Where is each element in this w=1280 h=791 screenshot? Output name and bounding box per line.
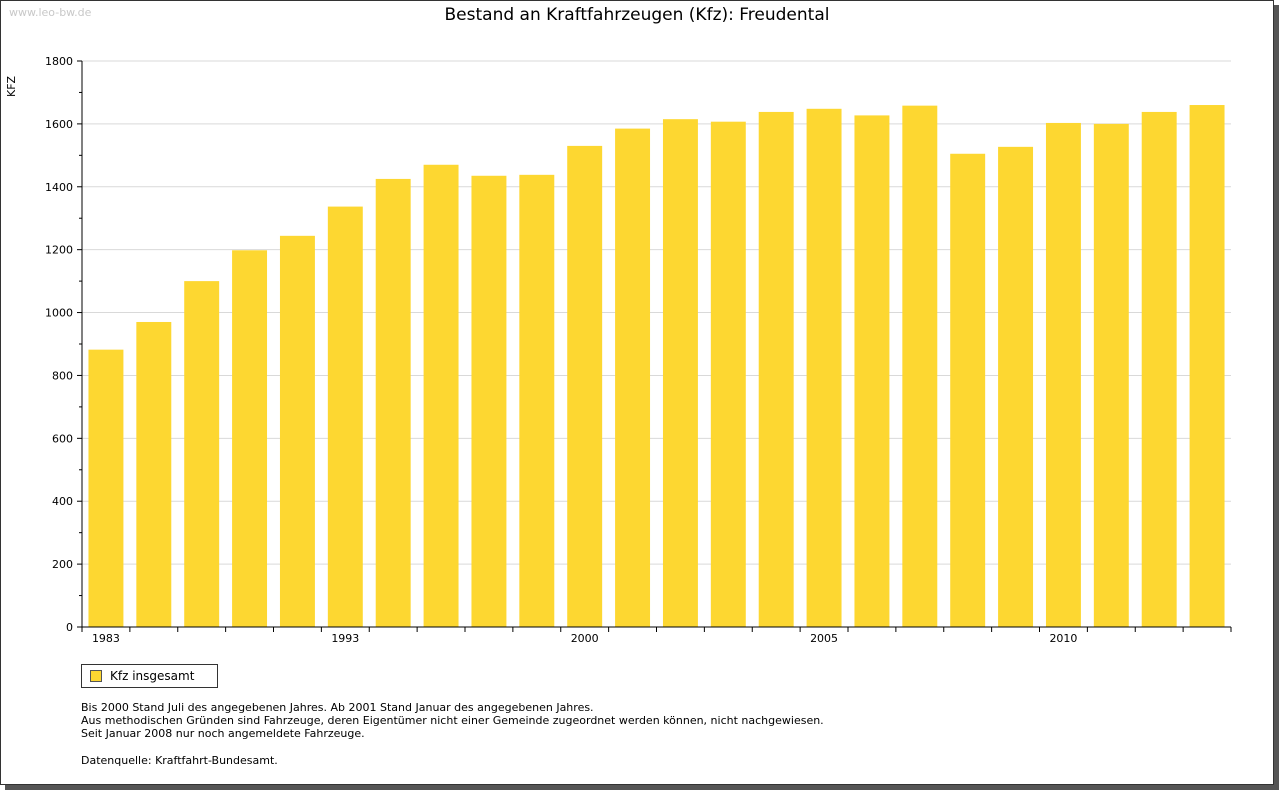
bar [710, 121, 746, 627]
y-tick-label: 1000 [45, 307, 73, 320]
x-tick-label: 1983 [92, 632, 120, 645]
bar-chart: 0 200 400 600 800 1000 1200 1400 1600 1800 1983 199… [45, 55, 1232, 645]
y-tick-label: 1600 [45, 118, 73, 131]
bar [279, 235, 315, 627]
bar [854, 115, 890, 627]
bar [615, 128, 651, 627]
bar [1045, 122, 1081, 627]
bar [806, 108, 842, 628]
legend-swatch [90, 670, 102, 682]
bar [567, 145, 603, 627]
x-tick-label: 2010 [1049, 632, 1077, 645]
y-tick-label: 0 [66, 621, 73, 634]
bar [184, 281, 220, 627]
bar [375, 178, 411, 627]
y-tick-label: 200 [52, 558, 73, 571]
y-tick-label: 1800 [45, 55, 73, 68]
bar [136, 321, 172, 627]
y-tick-label: 800 [52, 369, 73, 382]
bar [998, 146, 1034, 628]
x-tick-label: 2000 [571, 632, 599, 645]
bar [232, 250, 268, 627]
bar [1189, 105, 1225, 628]
watermark: www.leo-bw.de [9, 6, 92, 19]
legend: Kfz insgesamt [81, 664, 218, 688]
y-tick-label: 1400 [45, 181, 73, 194]
note-line: Aus methodischen Gründen sind Fahrzeuge,… [81, 714, 824, 727]
bar [950, 153, 986, 627]
bar [1093, 123, 1129, 627]
bar [519, 174, 555, 627]
bar [423, 164, 459, 627]
legend-label: Kfz insgesamt [110, 669, 195, 683]
y-tick-label: 1200 [45, 244, 73, 257]
bar [902, 105, 938, 627]
x-tick-label: 2005 [810, 632, 838, 645]
bar [471, 175, 507, 627]
bar [1141, 111, 1177, 627]
bar [758, 111, 794, 627]
notes: Bis 2000 Stand Juli des angegebenen Jahr… [81, 701, 824, 740]
bar [88, 349, 124, 627]
data-source: Datenquelle: Kraftfahrt-Bundesamt. [81, 754, 278, 767]
bar [662, 119, 698, 627]
note-line: Bis 2000 Stand Juli des angegebenen Jahr… [81, 701, 594, 714]
y-tick-label: 400 [52, 495, 73, 508]
x-tick-label: 1993 [331, 632, 359, 645]
y-tick-label: 600 [52, 432, 73, 445]
bar [327, 206, 363, 628]
note-line: Seit Januar 2008 nur noch angemeldete Fa… [81, 727, 365, 740]
chart-title: Bestand an Kraftfahrzeugen (Kfz): Freude… [444, 5, 830, 25]
